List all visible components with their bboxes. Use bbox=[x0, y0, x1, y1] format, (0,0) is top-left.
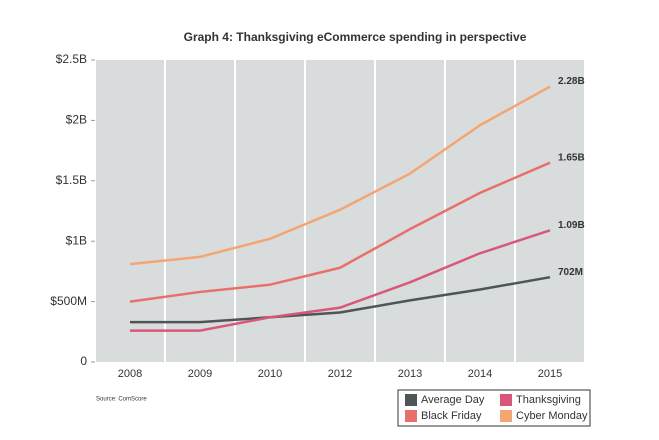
legend-label: Thanksgiving bbox=[516, 394, 581, 406]
band bbox=[96, 60, 164, 362]
series-line bbox=[130, 229, 551, 332]
legend-label: Average Day bbox=[421, 394, 485, 406]
y-tick-label: $2B bbox=[66, 113, 87, 127]
x-tick-label: 2008 bbox=[118, 368, 142, 380]
y-tick-label: $1B bbox=[66, 233, 87, 247]
band bbox=[516, 60, 584, 362]
x-tick-label: 2014 bbox=[468, 368, 492, 380]
band bbox=[446, 60, 514, 362]
band bbox=[376, 60, 444, 362]
series-line bbox=[129, 161, 551, 303]
value-label: 1.09B bbox=[558, 220, 585, 231]
legend-swatch bbox=[500, 410, 512, 422]
value-label: 702M bbox=[558, 267, 583, 278]
band bbox=[236, 60, 304, 362]
x-tick-label: 2012 bbox=[328, 368, 352, 380]
value-label: 2.28B bbox=[558, 76, 585, 87]
series-line bbox=[130, 275, 551, 324]
x-tick-label: 2010 bbox=[258, 368, 282, 380]
legend-swatch bbox=[500, 394, 512, 406]
legend-label: Cyber Monday bbox=[516, 410, 588, 422]
plot-bands bbox=[96, 60, 584, 362]
y-tick-label: $2.5B bbox=[56, 52, 87, 66]
chart-title: Graph 4: Thanksgiving eCommerce spending… bbox=[184, 30, 527, 44]
legend-swatch bbox=[405, 394, 417, 406]
value-label: 1.65B bbox=[558, 152, 585, 163]
series-line bbox=[129, 85, 551, 266]
y-tick-label: 0 bbox=[80, 354, 87, 368]
x-tick-label: 2013 bbox=[398, 368, 422, 380]
x-tick-label: 2009 bbox=[188, 368, 212, 380]
legend-label: Black Friday bbox=[421, 410, 482, 422]
y-tick-label: $500M bbox=[50, 294, 87, 308]
x-tick-label: 2015 bbox=[538, 368, 562, 380]
legend-box bbox=[397, 389, 591, 427]
legend-swatch bbox=[405, 410, 417, 422]
band bbox=[166, 60, 234, 362]
y-tick-label: $1.5B bbox=[56, 173, 87, 187]
source: Source: ComScore bbox=[96, 397, 147, 403]
